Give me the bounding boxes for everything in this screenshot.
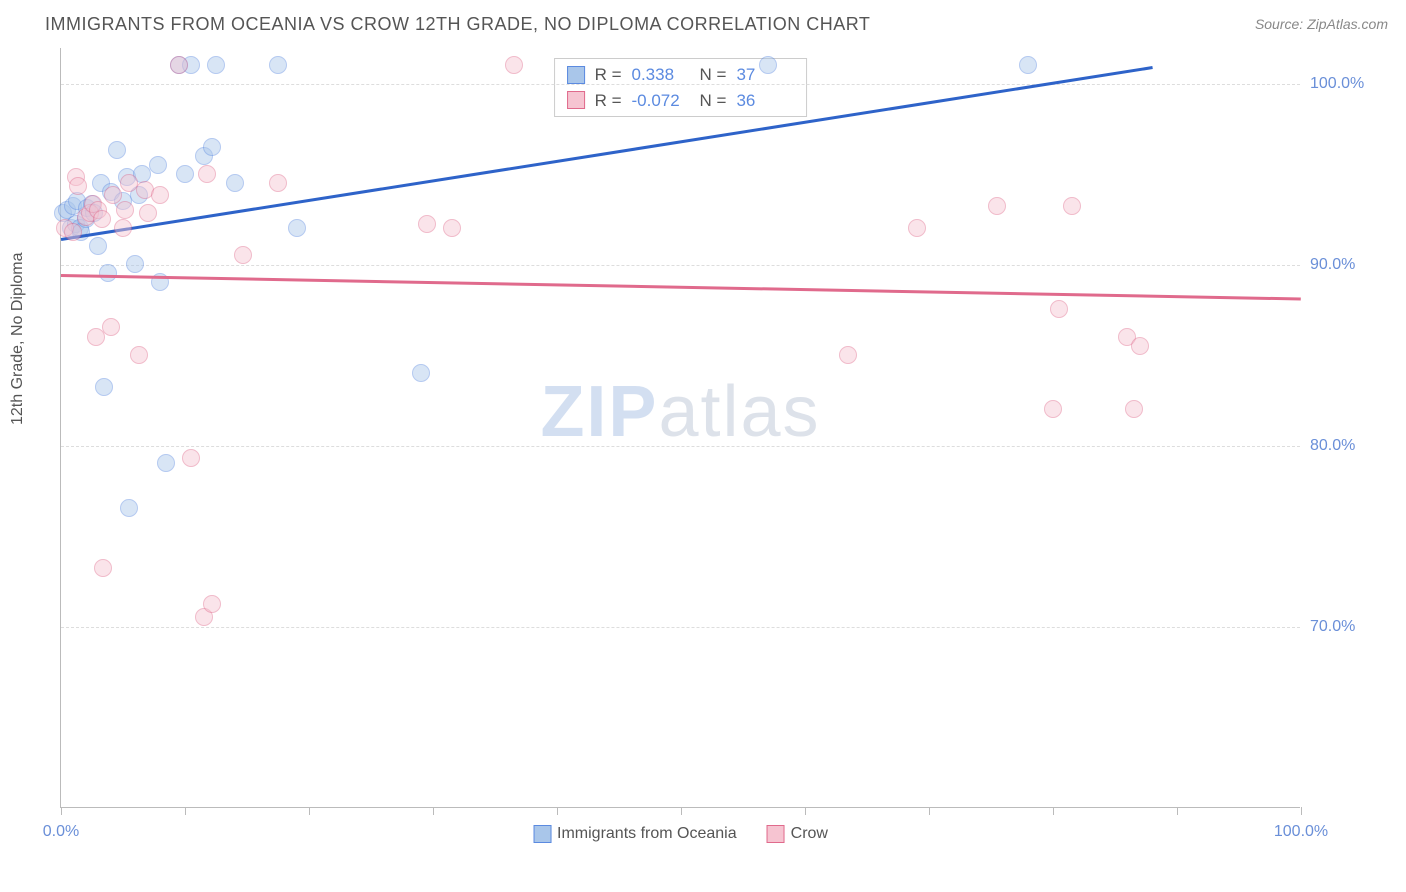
y-axis-label: 12th Grade, No Diploma: [9, 252, 27, 425]
scatter-point: [182, 449, 200, 467]
scatter-point: [116, 201, 134, 219]
scatter-point: [69, 177, 87, 195]
stats-n-label: N =: [700, 88, 727, 114]
scatter-point: [443, 219, 461, 237]
scatter-point: [151, 186, 169, 204]
scatter-point: [94, 559, 112, 577]
scatter-point: [269, 174, 287, 192]
legend-swatch: [767, 825, 785, 843]
stats-swatch: [567, 91, 585, 109]
x-tick: [433, 807, 434, 815]
gridline: [61, 446, 1300, 447]
scatter-point: [89, 237, 107, 255]
x-tick: [61, 807, 62, 815]
bottom-legend: Immigrants from Oceania Crow: [533, 825, 828, 843]
legend-item: Crow: [767, 825, 828, 843]
scatter-point: [908, 219, 926, 237]
scatter-point: [139, 204, 157, 222]
stats-swatch: [567, 66, 585, 84]
gridline: [61, 84, 1300, 85]
y-tick-label: 90.0%: [1310, 256, 1380, 274]
stats-row: R = -0.072 N = 36: [567, 88, 795, 114]
scatter-point: [1050, 300, 1068, 318]
x-tick-label: 0.0%: [43, 823, 79, 841]
scatter-point: [226, 174, 244, 192]
scatter-point: [95, 378, 113, 396]
scatter-point: [288, 219, 306, 237]
legend-label: Immigrants from Oceania: [557, 825, 737, 842]
scatter-point: [1063, 197, 1081, 215]
trendline: [61, 274, 1301, 300]
scatter-point: [988, 197, 1006, 215]
scatter-point: [418, 215, 436, 233]
scatter-point: [1019, 56, 1037, 74]
x-tick: [929, 807, 930, 815]
watermark: ZIPatlas: [540, 371, 820, 453]
x-tick-label: 100.0%: [1274, 823, 1328, 841]
x-tick: [557, 807, 558, 815]
scatter-point: [120, 499, 138, 517]
scatter-point: [93, 210, 111, 228]
gridline: [61, 627, 1300, 628]
chart-title: IMMIGRANTS FROM OCEANIA VS CROW 12TH GRA…: [45, 14, 870, 35]
legend-swatch: [533, 825, 551, 843]
scatter-point: [108, 141, 126, 159]
y-tick-label: 100.0%: [1310, 75, 1380, 93]
legend-label: Crow: [791, 825, 828, 842]
x-tick: [185, 807, 186, 815]
stats-r-value: -0.072: [632, 88, 690, 114]
scatter-point: [102, 318, 120, 336]
scatter-point: [99, 264, 117, 282]
x-tick: [1177, 807, 1178, 815]
scatter-point: [505, 56, 523, 74]
scatter-point: [126, 255, 144, 273]
x-tick: [1301, 807, 1302, 815]
scatter-point: [170, 56, 188, 74]
scatter-point: [269, 56, 287, 74]
stats-n-value: 36: [736, 88, 794, 114]
scatter-point: [176, 165, 194, 183]
y-tick-label: 80.0%: [1310, 437, 1380, 455]
scatter-point: [64, 223, 82, 241]
scatter-point: [198, 165, 216, 183]
x-tick: [681, 807, 682, 815]
scatter-point: [759, 56, 777, 74]
gridline: [61, 265, 1300, 266]
scatter-point: [203, 138, 221, 156]
x-tick: [805, 807, 806, 815]
y-tick-label: 70.0%: [1310, 618, 1380, 636]
scatter-point: [114, 219, 132, 237]
scatter-point: [1131, 337, 1149, 355]
scatter-point: [1125, 400, 1143, 418]
scatter-point: [157, 454, 175, 472]
scatter-point: [1044, 400, 1062, 418]
scatter-point: [234, 246, 252, 264]
scatter-point: [207, 56, 225, 74]
scatter-point: [149, 156, 167, 174]
plot-area: ZIPatlas R =0.338N =37R =-0.072N =36 Imm…: [60, 48, 1300, 808]
scatter-point: [839, 346, 857, 364]
legend-item: Immigrants from Oceania: [533, 825, 737, 843]
x-tick: [1053, 807, 1054, 815]
stats-r-label: R =: [595, 88, 622, 114]
x-tick: [309, 807, 310, 815]
watermark-atlas: atlas: [658, 372, 820, 452]
watermark-zip: ZIP: [540, 372, 658, 452]
scatter-point: [203, 595, 221, 613]
scatter-point: [130, 346, 148, 364]
scatter-point: [412, 364, 430, 382]
source-label: Source: ZipAtlas.com: [1255, 16, 1388, 32]
